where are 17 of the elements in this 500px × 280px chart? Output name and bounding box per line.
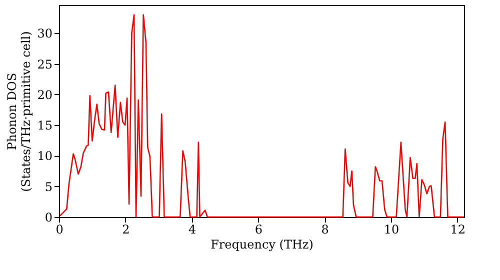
y-tick-label: 15 bbox=[37, 118, 52, 133]
x-tick-label: 6 bbox=[254, 222, 262, 236]
x-tick-label: 2 bbox=[122, 222, 130, 236]
y-tick-label: 10 bbox=[37, 149, 52, 164]
x-tick-label: 12 bbox=[450, 222, 466, 236]
x-tick-label: 0 bbox=[56, 222, 64, 236]
x-tick-label: 10 bbox=[384, 222, 400, 236]
y-tick-label: 0 bbox=[44, 210, 52, 224]
line-series bbox=[59, 14, 465, 218]
y-tick-label: 25 bbox=[37, 57, 52, 72]
y-tick-label: 30 bbox=[37, 26, 52, 41]
x-axis-title: Frequency (THz) bbox=[210, 238, 314, 252]
y-axis-title: Phonon DOS (States/THz·primitive cell) bbox=[5, 31, 34, 192]
x-tick-label: 8 bbox=[321, 222, 329, 236]
y-tick-label: 5 bbox=[44, 180, 52, 194]
x-tick-label: 4 bbox=[188, 222, 196, 236]
y-tick-label: 20 bbox=[37, 88, 52, 102]
